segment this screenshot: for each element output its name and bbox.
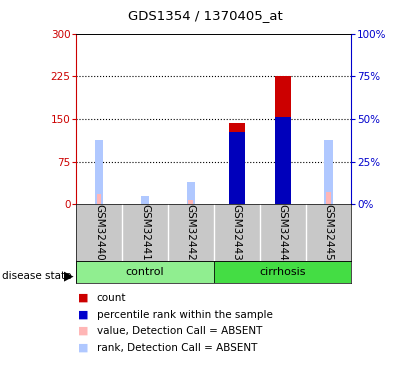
Text: percentile rank within the sample: percentile rank within the sample xyxy=(97,310,272,320)
Text: control: control xyxy=(126,267,164,277)
Bar xyxy=(188,200,193,204)
FancyBboxPatch shape xyxy=(76,261,214,283)
Text: GDS1354 / 1370405_at: GDS1354 / 1370405_at xyxy=(128,9,283,22)
Bar xyxy=(275,76,291,204)
Text: ▶: ▶ xyxy=(64,270,73,283)
FancyBboxPatch shape xyxy=(214,261,351,283)
Text: GSM32440: GSM32440 xyxy=(94,204,104,261)
Text: rank, Detection Call = ABSENT: rank, Detection Call = ABSENT xyxy=(97,343,257,352)
Bar xyxy=(97,194,102,204)
Bar xyxy=(95,140,103,204)
Text: disease state: disease state xyxy=(2,272,72,281)
Text: value, Detection Call = ABSENT: value, Detection Call = ABSENT xyxy=(97,326,262,336)
Text: cirrhosis: cirrhosis xyxy=(259,267,306,277)
Text: ■: ■ xyxy=(78,293,89,303)
Bar xyxy=(326,192,331,204)
Bar xyxy=(275,117,291,204)
Text: GSM32444: GSM32444 xyxy=(277,204,288,261)
Text: ■: ■ xyxy=(78,326,89,336)
Bar xyxy=(229,132,245,204)
Text: GSM32441: GSM32441 xyxy=(140,204,150,261)
Bar xyxy=(187,182,195,204)
Text: GSM32442: GSM32442 xyxy=(186,204,196,261)
Bar xyxy=(141,196,149,204)
Text: GSM32445: GSM32445 xyxy=(323,204,333,261)
Text: GSM32443: GSM32443 xyxy=(232,204,242,261)
Bar xyxy=(324,140,332,204)
Text: ■: ■ xyxy=(78,343,89,352)
Bar xyxy=(229,123,245,204)
Text: ■: ■ xyxy=(78,310,89,320)
Text: count: count xyxy=(97,293,126,303)
